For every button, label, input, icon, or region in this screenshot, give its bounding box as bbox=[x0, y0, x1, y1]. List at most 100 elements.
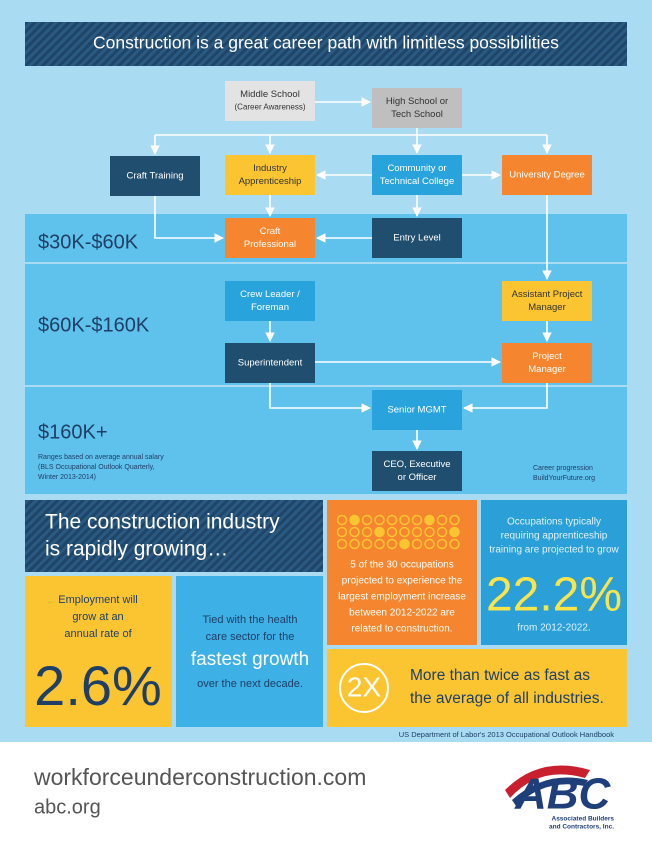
node-label: CEO, Executive bbox=[383, 459, 450, 470]
flow-node bbox=[502, 155, 592, 195]
occupations-text: related to construction. bbox=[351, 624, 452, 635]
salary-band bbox=[25, 387, 627, 494]
occupation-dot bbox=[386, 514, 398, 526]
flow-node bbox=[502, 281, 592, 321]
node-label: Middle School bbox=[240, 89, 300, 100]
occupation-dot bbox=[399, 526, 410, 538]
flow-node bbox=[372, 451, 462, 491]
footer-link: abc.org bbox=[34, 796, 101, 818]
occupation-dot bbox=[411, 514, 423, 526]
flow-node bbox=[225, 81, 315, 121]
occupation-dot bbox=[449, 538, 460, 550]
occupation-dot bbox=[374, 514, 385, 526]
flow-node bbox=[372, 390, 462, 430]
node-label: Entry Level bbox=[393, 233, 441, 244]
occupation-dot bbox=[436, 538, 448, 550]
growth-headline: is rapidly growing… bbox=[45, 538, 228, 561]
node-label: Senior MGMT bbox=[387, 405, 446, 416]
health-box bbox=[176, 576, 323, 727]
health-highlight: fastest growth bbox=[191, 649, 309, 670]
flow-node bbox=[225, 155, 315, 195]
employment-box bbox=[25, 576, 172, 727]
flow-node bbox=[502, 343, 592, 383]
occupation-dot bbox=[424, 538, 435, 550]
node-label: Manager bbox=[528, 364, 566, 375]
occupation-dot bbox=[374, 526, 385, 538]
occupation-dot bbox=[449, 514, 460, 526]
footer-background bbox=[0, 742, 652, 844]
abc-logo bbox=[505, 765, 590, 806]
node-label: (Career Awareness) bbox=[235, 103, 306, 112]
employment-text: annual rate of bbox=[64, 628, 132, 640]
node-label: Project bbox=[532, 351, 562, 362]
occupation-dot bbox=[411, 538, 423, 550]
node-label: Assistant Project bbox=[512, 289, 583, 300]
occupation-dot bbox=[424, 526, 435, 538]
apprenticeship-period: from 2012-2022. bbox=[517, 623, 590, 634]
employment-text: Employment will bbox=[58, 594, 137, 606]
comparison-box bbox=[327, 649, 627, 727]
flow-node bbox=[110, 156, 200, 196]
node-label: Apprenticeship bbox=[239, 176, 302, 187]
occupations-text: largest employment increase bbox=[338, 592, 466, 603]
health-text: care sector for the bbox=[206, 631, 295, 643]
occupation-dot bbox=[336, 538, 348, 550]
salary-band-label: $60K-$160K bbox=[38, 314, 150, 336]
comparison-text: More than twice as fast as bbox=[410, 667, 590, 684]
occupation-dot bbox=[361, 538, 373, 550]
apprenticeship-text: requiring apprenticeship bbox=[501, 531, 608, 542]
occupation-dot bbox=[436, 514, 448, 526]
flow-node bbox=[372, 218, 462, 258]
flow-node bbox=[372, 88, 462, 128]
employment-text: grow at an bbox=[72, 611, 123, 623]
node-label: Community or bbox=[387, 163, 446, 174]
occupation-dot bbox=[349, 514, 360, 526]
comparison-stat: 2X bbox=[347, 671, 382, 702]
salary-note: Ranges based on average annual salary bbox=[38, 454, 164, 461]
occupation-dot bbox=[399, 514, 410, 526]
occupation-dot bbox=[349, 526, 360, 538]
flow-node bbox=[372, 155, 462, 195]
salary-note: (BLS Occupational Outlook Quarterly, bbox=[38, 464, 155, 471]
logo-tagline: and Contractors, Inc. bbox=[549, 824, 614, 831]
node-label: Foreman bbox=[251, 302, 289, 313]
salary-band-label: $160K+ bbox=[38, 421, 108, 443]
occupation-dot bbox=[386, 526, 398, 538]
node-label: Manager bbox=[528, 302, 566, 313]
apprenticeship-text: training are projected to grow bbox=[489, 545, 619, 556]
pathway-source: BuildYourFuture.org bbox=[533, 475, 595, 482]
apprenticeship-text: Occupations typically bbox=[507, 517, 601, 528]
title-banner bbox=[25, 22, 627, 66]
node-label: Industry bbox=[253, 163, 287, 174]
stat-circle bbox=[339, 663, 389, 713]
employment-stat: 2.6% bbox=[34, 654, 162, 717]
node-label: Craft Training bbox=[126, 171, 183, 182]
node-label: or Officer bbox=[398, 472, 437, 483]
flow-node bbox=[225, 281, 315, 321]
occupations-text: projected to experience the bbox=[342, 576, 463, 587]
growth-headline: The construction industry bbox=[45, 511, 280, 534]
occupation-dot bbox=[374, 538, 385, 550]
node-label: High School or bbox=[386, 96, 448, 107]
logo-tagline: Associated Builders bbox=[552, 816, 615, 823]
title: Construction is a great career path with… bbox=[93, 33, 559, 53]
node-label: Professional bbox=[244, 239, 296, 250]
health-text: Tied with the health bbox=[203, 614, 298, 626]
apprenticeship-box bbox=[481, 500, 627, 645]
occupation-dot bbox=[336, 526, 348, 538]
logo-text: ABC bbox=[514, 770, 612, 819]
occupation-dot bbox=[436, 526, 448, 538]
occupation-dot bbox=[336, 514, 348, 526]
node-label: Technical College bbox=[380, 176, 454, 187]
flow-node bbox=[225, 218, 315, 258]
apprenticeship-stat: 22.2% bbox=[486, 569, 622, 622]
growth-source: US Department of Labor's 2013 Occupation… bbox=[399, 730, 615, 739]
occupation-dot bbox=[449, 526, 460, 538]
occupations-text: 5 of the 30 occupations bbox=[350, 560, 453, 571]
growth-banner bbox=[25, 500, 323, 572]
salary-band-label: $30K-$60K bbox=[38, 231, 139, 253]
occupation-dot bbox=[349, 538, 360, 550]
node-label: Tech School bbox=[391, 109, 443, 120]
node-label: Crew Leader / bbox=[240, 289, 300, 300]
